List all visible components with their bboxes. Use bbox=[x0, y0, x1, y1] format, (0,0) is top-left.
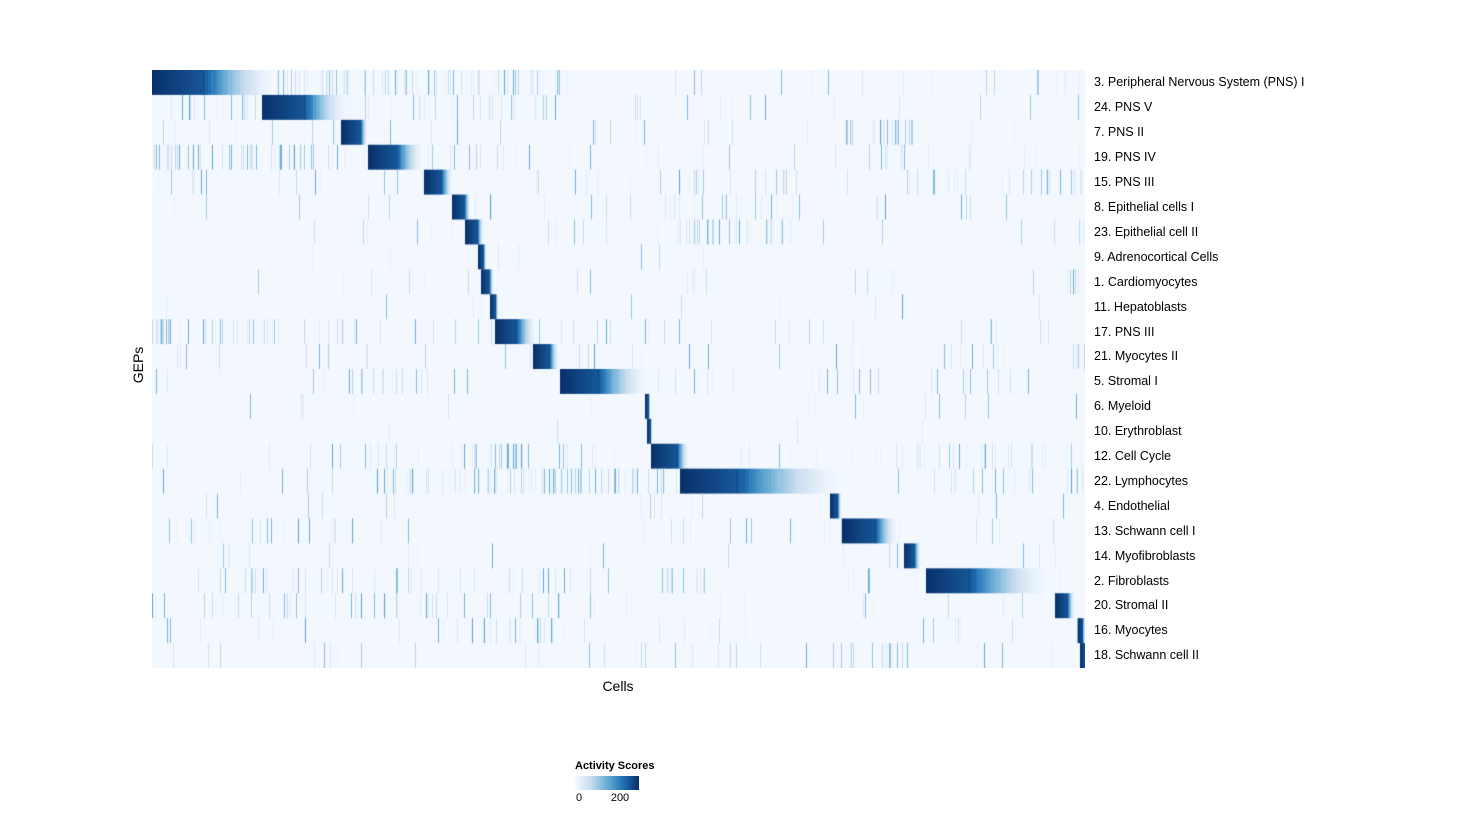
legend: Activity Scores 0 200 bbox=[575, 760, 695, 806]
row-label: 8. Epithelial cells I bbox=[1094, 199, 1195, 214]
y-axis-label: GEPs bbox=[130, 346, 146, 384]
x-axis-label: Cells bbox=[602, 678, 634, 694]
legend-ticks: 0 200 bbox=[575, 792, 695, 806]
row-label: 9. Adrenocortical Cells bbox=[1094, 249, 1219, 264]
row-label: 15. PNS III bbox=[1094, 175, 1155, 190]
legend-tick-min: 0 bbox=[575, 792, 583, 804]
legend-tick-max: 200 bbox=[610, 792, 630, 804]
row-label: 23. Epithelial cell II bbox=[1094, 224, 1199, 239]
row-labels: 3. Peripheral Nervous System (PNS) I 24. … bbox=[1094, 70, 1305, 668]
row-label: 1. Cardiomyocytes bbox=[1094, 274, 1198, 289]
legend-title: Activity Scores bbox=[575, 760, 655, 772]
row-label: 6. Myeloid bbox=[1094, 399, 1151, 414]
row-label: 3. Peripheral Nervous System (PNS) I bbox=[1094, 75, 1305, 90]
heatmap-canvas bbox=[152, 70, 1085, 668]
row-label: 17. PNS III bbox=[1094, 324, 1155, 339]
row-label: 20. Stromal II bbox=[1094, 598, 1169, 613]
legend-gradient-bar bbox=[575, 776, 639, 790]
row-label: 19. PNS IV bbox=[1094, 150, 1156, 165]
row-label: 7. PNS II bbox=[1094, 125, 1145, 140]
row-label: 22. Lymphocytes bbox=[1094, 473, 1189, 488]
row-label: 12. Cell Cycle bbox=[1094, 449, 1172, 464]
row-label: 13. Schwann cell I bbox=[1094, 523, 1196, 538]
row-label: 16. Myocytes bbox=[1094, 623, 1168, 638]
row-label: 2. Fibroblasts bbox=[1094, 573, 1170, 588]
row-label: 11. Hepatoblasts bbox=[1094, 299, 1187, 314]
row-label: 24. PNS V bbox=[1094, 100, 1153, 115]
row-label: 18. Schwann cell II bbox=[1094, 648, 1199, 663]
row-label: 14. Myofibroblasts bbox=[1094, 548, 1196, 563]
row-label: 4. Endothelial bbox=[1094, 498, 1170, 513]
row-label: 5. Stromal I bbox=[1094, 374, 1158, 389]
row-label: 21. Myocytes II bbox=[1094, 349, 1179, 364]
row-label: 10. Erythroblast bbox=[1094, 424, 1182, 439]
